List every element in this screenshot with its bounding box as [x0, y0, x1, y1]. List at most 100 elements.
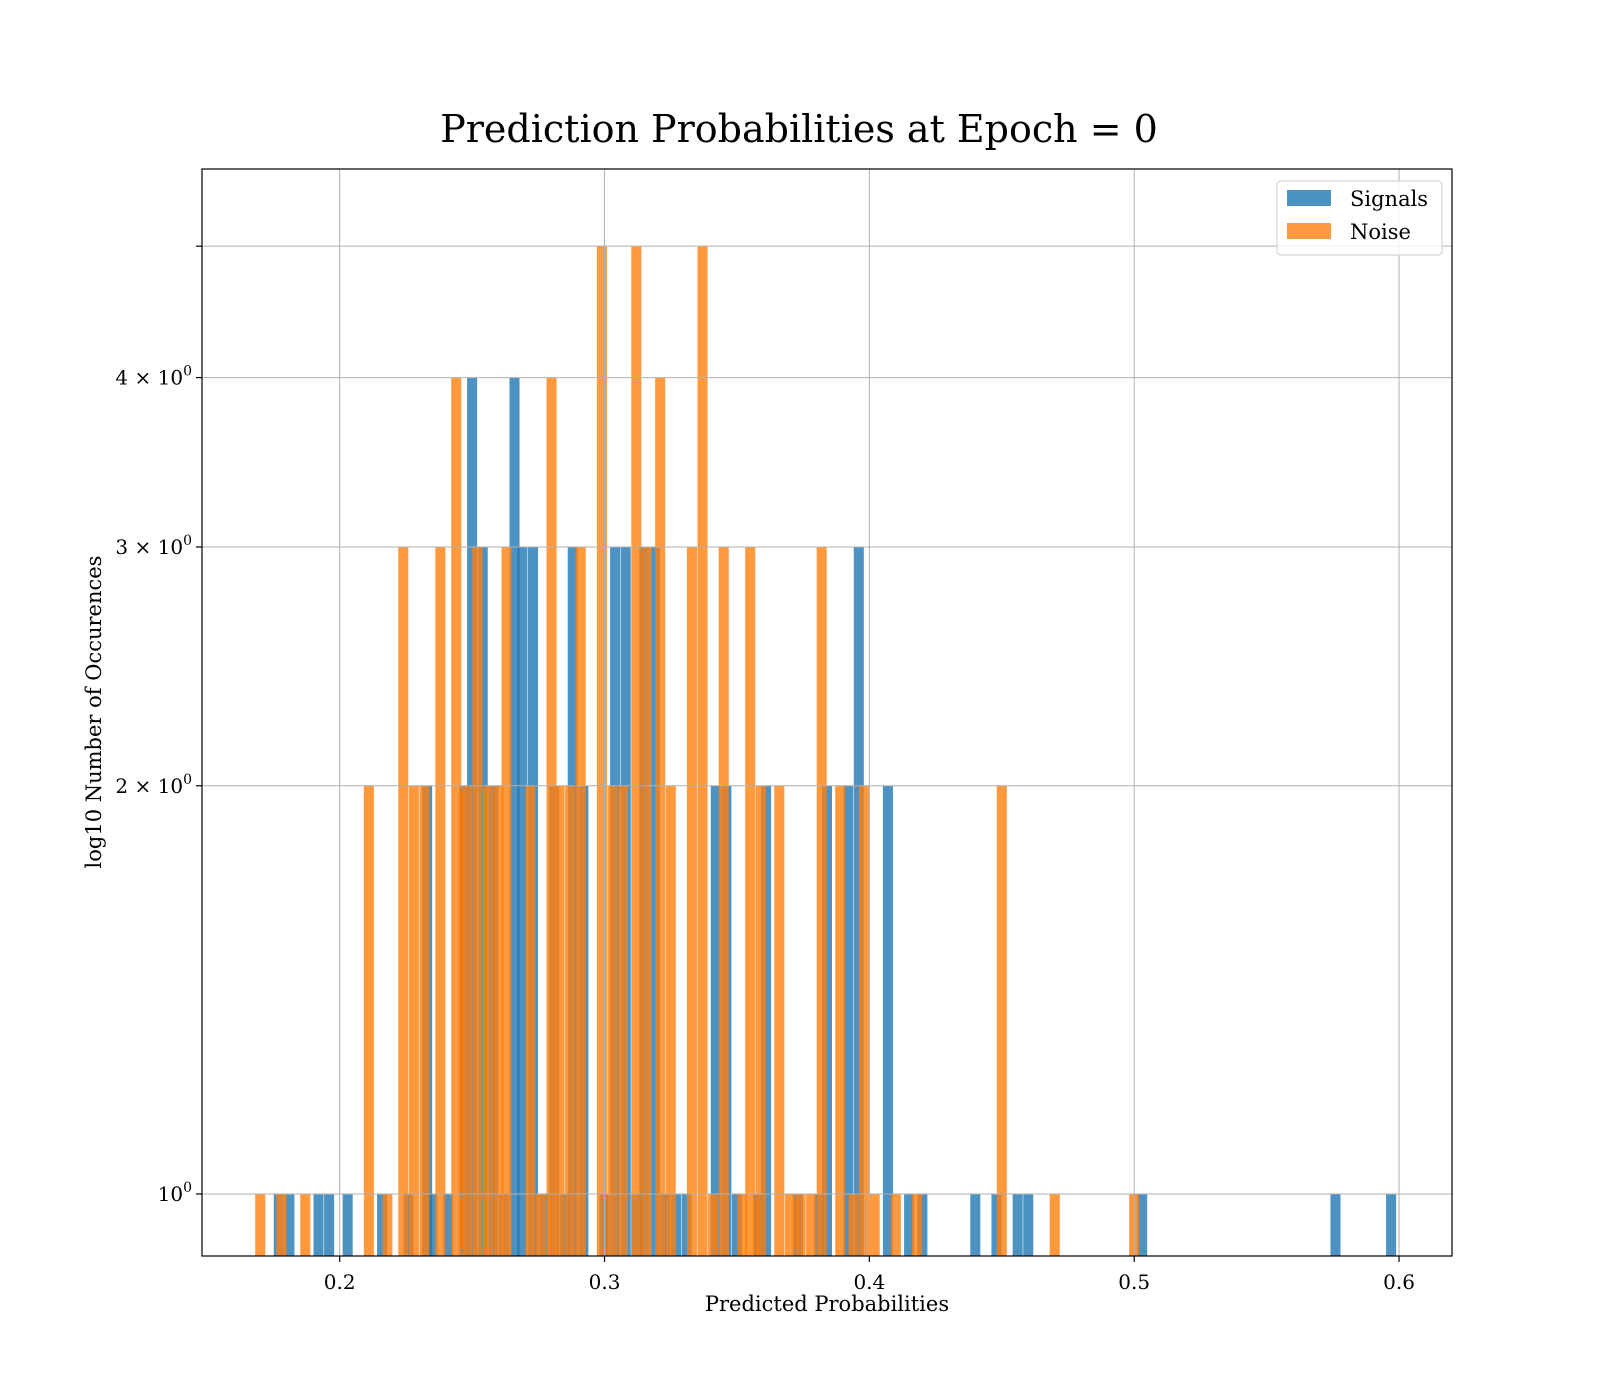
- signals-bar: [671, 1193, 682, 1256]
- noise-bar: [835, 785, 846, 1256]
- plot-frame: [201, 168, 1453, 1257]
- noise-bar: [565, 785, 576, 1256]
- signals-bar: [917, 1193, 928, 1256]
- noise-bar: [996, 785, 1007, 1256]
- noise-bar: [493, 785, 504, 1256]
- signals-bar: [821, 785, 833, 1256]
- noise-bar: [859, 785, 870, 1256]
- noise-bar: [255, 1193, 266, 1256]
- noise-bar: [472, 546, 483, 1256]
- signals-bar: [991, 1193, 1002, 1256]
- noise-bar: [363, 785, 374, 1256]
- signals-bar: [324, 1193, 335, 1256]
- x-tick-label: 0.6: [1383, 1270, 1415, 1294]
- noise-bar: [546, 377, 557, 1256]
- noise-bar: [408, 785, 419, 1256]
- signals-bar: [853, 546, 864, 1256]
- y-axis-label: log10 Number of Occurences: [82, 556, 106, 869]
- noise-bar: [912, 1193, 923, 1256]
- signals-bar: [342, 1193, 353, 1256]
- legend-label-signals: Signals: [1350, 187, 1428, 211]
- signals-bar: [427, 1193, 438, 1256]
- noise-bar: [276, 1193, 287, 1256]
- noise-bar: [655, 377, 666, 1256]
- signals-bar: [559, 1193, 570, 1256]
- signals-bar: [1012, 1193, 1023, 1256]
- x-tick-label: 0.2: [324, 1270, 356, 1294]
- signals-bar: [443, 1193, 454, 1256]
- noise-bar: [718, 546, 729, 1256]
- noise-bar: [501, 546, 512, 1256]
- legend-label-noise: Noise: [1350, 220, 1411, 244]
- y-tick-label: 2 × 100: [115, 772, 192, 798]
- noise-bar: [554, 785, 565, 1256]
- x-tick-label: 0.5: [1118, 1270, 1150, 1294]
- noise-bar: [686, 546, 697, 1256]
- noise-bar: [745, 546, 756, 1256]
- noise-bar: [869, 1193, 880, 1256]
- signals-bar: [284, 1193, 295, 1256]
- noise-series: [255, 246, 1140, 1256]
- noise-bar: [461, 785, 472, 1256]
- x-axis-label: Predicted Probabilities: [705, 1292, 949, 1316]
- noise-bar: [525, 785, 536, 1256]
- signals-bar: [488, 785, 499, 1256]
- noise-bar: [631, 246, 642, 1256]
- noise-bar: [382, 1193, 393, 1256]
- y-tick-label: 4 × 100: [115, 364, 192, 390]
- signals-bar: [377, 1193, 388, 1256]
- noise-bar: [300, 1193, 311, 1256]
- y-tick-label: 3 × 100: [115, 533, 192, 559]
- noise-bar: [890, 1193, 901, 1256]
- grid-lines: [202, 169, 1452, 1256]
- noise-bar: [398, 546, 409, 1256]
- signals-bar: [313, 1193, 324, 1256]
- noise-bar: [708, 1193, 719, 1256]
- noise-bar: [575, 546, 586, 1256]
- noise-bar: [755, 785, 766, 1256]
- noise-bar: [618, 785, 629, 1256]
- signals-bar: [843, 785, 854, 1256]
- noise-bar: [795, 1193, 806, 1256]
- noise-bar: [435, 546, 446, 1256]
- x-tick-label: 0.3: [589, 1270, 621, 1294]
- signals-bar: [1330, 1193, 1341, 1256]
- signals-bar: [403, 1193, 414, 1256]
- noise-bar: [535, 1193, 547, 1256]
- signals-bar: [1023, 1193, 1034, 1256]
- noise-bar: [784, 1193, 795, 1256]
- signals-bar: [882, 785, 893, 1256]
- legend-swatch-noise: [1287, 223, 1331, 239]
- signals-bar: [761, 785, 772, 1256]
- noise-bar: [1049, 1193, 1060, 1256]
- signals-bar: [1137, 1193, 1148, 1256]
- signals-bar: [1386, 1193, 1397, 1256]
- noise-bar: [848, 1193, 859, 1256]
- signals-bar: [517, 546, 528, 1256]
- signals-bar: [731, 1193, 742, 1256]
- noise-bar: [737, 1193, 748, 1256]
- noise-bar: [806, 1193, 817, 1256]
- signals-bar: [467, 377, 478, 1256]
- noise-bar: [482, 785, 494, 1256]
- noise-bar: [641, 546, 652, 1256]
- signals-bar: [649, 546, 660, 1256]
- signals-bar: [904, 1193, 915, 1256]
- noise-bar: [419, 785, 430, 1256]
- signals-bar: [710, 785, 721, 1256]
- noise-bar: [451, 377, 462, 1256]
- signals-bar: [681, 1193, 692, 1256]
- noise-bar: [607, 785, 618, 1256]
- chart-title: Prediction Probabilities at Epoch = 0: [440, 107, 1158, 151]
- signals-bar: [660, 1193, 671, 1256]
- legend: Signals Noise: [1276, 180, 1443, 256]
- x-axis-ticks: 0.2 0.3 0.4 0.5 0.6: [324, 1256, 1415, 1294]
- noise-bar: [816, 546, 827, 1256]
- noise-bar: [596, 246, 607, 1256]
- legend-swatch-signals: [1287, 190, 1331, 206]
- signals-bar: [970, 1193, 981, 1256]
- noise-bar: [774, 785, 785, 1256]
